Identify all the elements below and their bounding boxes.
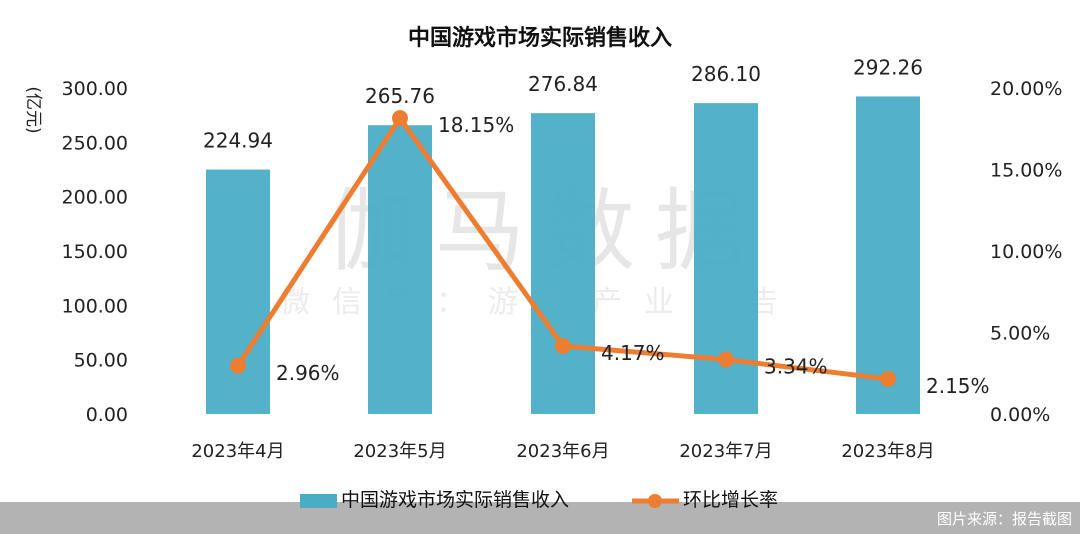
legend-line-marker bbox=[648, 494, 662, 508]
legend-bar-swatch bbox=[300, 494, 337, 508]
footer-bar bbox=[0, 502, 1080, 534]
line-data-label: 2.15% bbox=[926, 374, 990, 398]
line-point bbox=[230, 357, 246, 374]
x-tick-label: 2023年4月 bbox=[191, 441, 284, 462]
chart-title: 中国游戏市场实际销售收入 bbox=[408, 25, 672, 51]
y2-tick-label: 5.00% bbox=[990, 323, 1050, 345]
y2-tick-label: 0.00% bbox=[990, 404, 1050, 426]
legend-bar-label: 中国游戏市场实际销售收入 bbox=[341, 489, 569, 511]
x-tick-label: 2023年7月 bbox=[679, 441, 772, 462]
y-axis-label: (亿元) bbox=[23, 86, 43, 133]
y-tick-label: 50.00 bbox=[74, 350, 128, 372]
x-tick-label: 2023年5月 bbox=[353, 441, 446, 462]
line-point bbox=[392, 110, 408, 127]
line-point bbox=[555, 338, 571, 355]
line-data-label: 2.96% bbox=[276, 361, 340, 385]
bar-data-label: 292.26 bbox=[853, 55, 923, 79]
bar bbox=[856, 96, 920, 414]
footer-source: 图片来源：报告截图 bbox=[937, 510, 1072, 528]
line-point bbox=[718, 351, 734, 368]
bar-data-label: 224.94 bbox=[203, 129, 273, 153]
bar-data-label: 286.10 bbox=[691, 62, 761, 86]
y2-tick-label: 15.00% bbox=[990, 160, 1062, 182]
legend-line-label: 环比增长率 bbox=[683, 489, 778, 511]
y-tick-label: 200.00 bbox=[62, 187, 128, 209]
line-data-label: 4.17% bbox=[601, 341, 665, 365]
legend: 中国游戏市场实际销售收入 环比增长率 bbox=[300, 489, 778, 511]
line-data-label: 18.15% bbox=[438, 113, 514, 137]
bar bbox=[368, 125, 432, 415]
bar bbox=[206, 169, 270, 414]
y2-tick-label: 10.00% bbox=[990, 241, 1062, 263]
bar-data-label: 265.76 bbox=[365, 84, 435, 108]
x-tick-label: 2023年8月 bbox=[841, 441, 934, 462]
y-tick-label: 150.00 bbox=[62, 241, 128, 263]
y2-tick-label: 20.00% bbox=[990, 78, 1062, 100]
y-tick-label: 100.00 bbox=[62, 295, 128, 317]
bar bbox=[531, 113, 595, 414]
bar-data-label: 276.84 bbox=[528, 72, 598, 96]
y-tick-label: 300.00 bbox=[62, 78, 128, 100]
x-tick-label: 2023年6月 bbox=[516, 441, 609, 462]
line-data-label: 3.34% bbox=[764, 355, 828, 379]
y-tick-label: 0.00 bbox=[86, 404, 128, 426]
y-tick-label: 250.00 bbox=[62, 132, 128, 154]
line-point bbox=[880, 370, 896, 387]
